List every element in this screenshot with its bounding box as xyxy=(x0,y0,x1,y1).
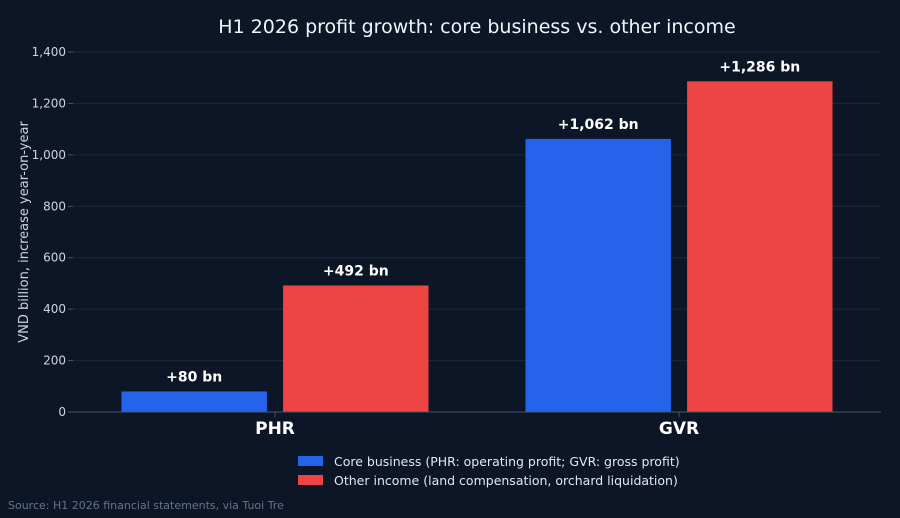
data-label: +492 bn xyxy=(323,263,389,279)
data-label: +1,286 bn xyxy=(719,59,800,75)
gridlines xyxy=(73,51,881,362)
legend-swatch xyxy=(298,456,323,466)
source-note: Source: H1 2026 financial statements, vi… xyxy=(8,499,284,512)
bar-gvr-other xyxy=(687,81,833,413)
y-tick-label: 800 xyxy=(43,199,66,213)
chart-title: H1 2026 profit growth: core business vs.… xyxy=(218,16,735,38)
legend-swatch xyxy=(298,475,323,485)
y-tick-label: 1,000 xyxy=(32,148,66,162)
y-tick-label: 0 xyxy=(58,405,66,419)
y-tick-label: 200 xyxy=(43,354,66,368)
y-tick-label: 600 xyxy=(43,251,66,265)
legend-entry: Other income (land compensation, orchard… xyxy=(334,473,678,488)
bar-phr-other xyxy=(283,285,429,412)
x-category-label: PHR xyxy=(255,419,295,439)
y-tick-label: 400 xyxy=(43,302,66,316)
data-labels: +80 bn +492 bn +1,062 bn +1,286 bn xyxy=(166,59,800,385)
data-label: +1,062 bn xyxy=(558,117,639,133)
legend-entry: Core business (PHR: operating profit; GV… xyxy=(334,454,680,469)
y-tick-label: 1,200 xyxy=(32,96,66,110)
x-category-label: GVR xyxy=(659,419,699,439)
y-tick-label: 1,400 xyxy=(32,45,66,59)
legend: Core business (PHR: operating profit; GV… xyxy=(298,454,680,488)
bars xyxy=(121,81,833,413)
x-axis-categories: PHR GVR xyxy=(255,412,699,439)
bar-gvr-core xyxy=(525,138,671,412)
y-axis-ticks: 0 200 400 600 800 1,000 1,200 1,400 xyxy=(32,45,73,419)
data-label: +80 bn xyxy=(166,369,222,385)
y-axis-label: VND billion, increase year-on-year xyxy=(17,121,32,343)
bar-phr-core xyxy=(121,391,267,412)
